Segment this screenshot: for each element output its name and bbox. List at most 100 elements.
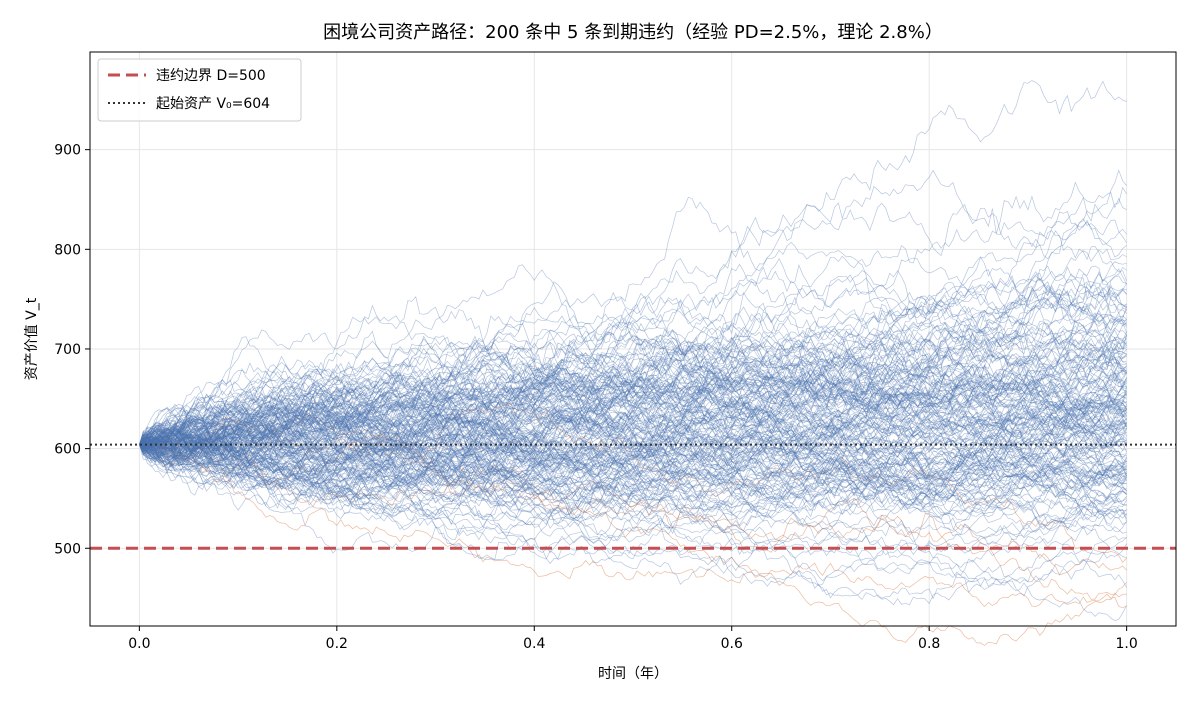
surviving-path [139, 317, 1127, 448]
surviving-path [139, 326, 1127, 456]
reference-lines [90, 443, 1176, 550]
plot-frame [89, 51, 1177, 627]
surviving-path [139, 396, 1127, 481]
surviving-path [139, 334, 1127, 449]
surviving-path [139, 377, 1127, 481]
surviving-path [139, 410, 1127, 507]
surviving-path [139, 413, 1127, 511]
surviving-path [139, 373, 1127, 468]
surviving-path [139, 347, 1127, 454]
surviving-path [139, 416, 1127, 594]
surviving-path [139, 350, 1127, 472]
surviving-path [139, 415, 1127, 519]
y-tick-label: 700 [54, 342, 81, 358]
surviving-path [139, 355, 1127, 453]
surviving-path [139, 408, 1127, 476]
surviving-path [139, 427, 1127, 501]
x-tick-label: 0.6 [721, 636, 743, 652]
surviving-path [139, 275, 1127, 485]
surviving-path [139, 402, 1127, 511]
surviving-path [139, 292, 1127, 455]
surviving-path [139, 382, 1127, 492]
surviving-path [139, 372, 1127, 464]
surviving-path [139, 352, 1127, 468]
x-tick-label: 0.8 [918, 636, 940, 652]
surviving-path [139, 435, 1127, 521]
surviving-path [139, 354, 1127, 460]
surviving-path [139, 385, 1127, 490]
surviving-path [139, 372, 1127, 461]
surviving-path [139, 398, 1127, 506]
surviving-path [139, 335, 1127, 477]
surviving-path [139, 400, 1127, 561]
surviving-path [139, 274, 1127, 445]
surviving-path [139, 439, 1127, 520]
x-axis-label: 时间（年） [598, 666, 668, 682]
surviving-path [139, 312, 1127, 452]
surviving-path [139, 361, 1127, 511]
x-tick-label: 0.2 [326, 636, 348, 652]
surviving-path [139, 323, 1127, 522]
chart-title: 困境公司资产路径：200 条中 5 条到期违约（经验 PD=2.5%，理论 2.… [323, 22, 943, 43]
surviving-path [139, 362, 1127, 447]
legend-label-default-boundary: 违约边界 D=500 [156, 68, 266, 84]
surviving-path [139, 439, 1127, 601]
surviving-path [139, 265, 1127, 448]
surviving-path [139, 268, 1127, 469]
surviving-path [139, 328, 1127, 445]
surviving-path [139, 369, 1127, 470]
surviving-path [139, 430, 1127, 546]
surviving-path [139, 433, 1127, 529]
surviving-path [139, 363, 1127, 449]
surviving-path [139, 284, 1127, 454]
surviving-path [139, 305, 1127, 453]
y-tick-label: 800 [54, 242, 81, 258]
surviving-path [139, 393, 1127, 469]
surviving-path [139, 398, 1127, 492]
surviving-path [139, 386, 1127, 487]
surviving-path [139, 378, 1127, 468]
surviving-path [139, 436, 1127, 554]
default-path [139, 402, 1127, 563]
surviving-path [139, 341, 1127, 466]
surviving-path [139, 411, 1127, 582]
surviving-path [139, 318, 1127, 513]
surviving-path [139, 325, 1127, 493]
surviving-path [139, 386, 1127, 463]
surviving-path [139, 248, 1127, 482]
surviving-path [139, 302, 1127, 455]
surviving-path [139, 401, 1127, 457]
surviving-path [139, 428, 1127, 521]
surviving-path [139, 378, 1127, 474]
surviving-path [139, 367, 1127, 456]
surviving-path [139, 203, 1127, 458]
surviving-path [139, 341, 1127, 461]
surviving-path [139, 331, 1127, 464]
surviving-path [139, 358, 1127, 451]
surviving-path [139, 257, 1127, 458]
surviving-path [139, 334, 1127, 445]
surviving-path [139, 357, 1127, 462]
surviving-path [139, 313, 1127, 451]
surviving-path [139, 437, 1127, 515]
surviving-path [139, 444, 1127, 545]
surviving-path [139, 390, 1127, 527]
default-path [139, 439, 1127, 608]
surviving-path [139, 370, 1127, 477]
surviving-path [139, 367, 1127, 446]
surviving-path [139, 351, 1127, 460]
surviving-path [139, 435, 1127, 621]
surviving-path [139, 389, 1127, 478]
surviving-path [139, 413, 1127, 495]
surviving-path [139, 411, 1127, 514]
x-tick-label: 0.0 [128, 636, 150, 652]
surviving-path [139, 421, 1127, 529]
surviving-path [139, 349, 1127, 481]
surviving-path [139, 444, 1127, 507]
surviving-path [139, 437, 1127, 515]
surviving-path [139, 422, 1127, 515]
surviving-path [139, 391, 1127, 496]
surviving-path [139, 378, 1127, 508]
surviving-path [139, 320, 1127, 480]
surviving-path [139, 374, 1127, 500]
